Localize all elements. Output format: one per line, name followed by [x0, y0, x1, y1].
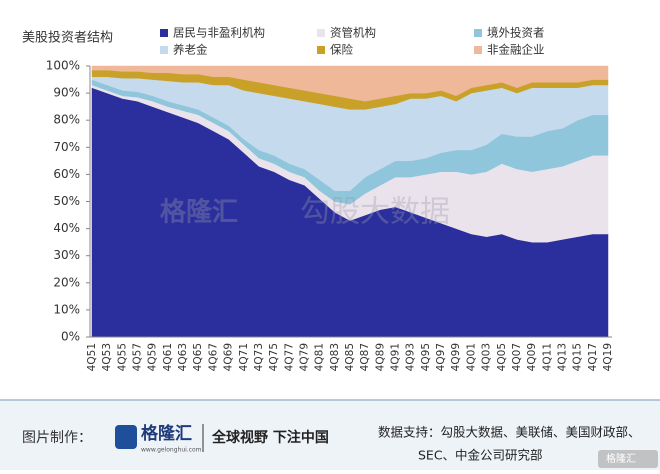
- watermark-logo: 格隆汇: [160, 197, 238, 228]
- legend-label: 养老金: [173, 43, 208, 57]
- x-tick-label: 4Q51: [86, 343, 98, 371]
- x-tick-label: 4Q79: [299, 343, 311, 371]
- legend-label: 保险: [330, 43, 353, 57]
- x-tick-label: 4Q81: [314, 343, 326, 371]
- x-tick-label: 4Q19: [602, 343, 614, 371]
- x-tick-label: 4Q67: [207, 343, 219, 371]
- x-tick-label: 4Q59: [147, 343, 159, 371]
- x-tick-label: 4Q85: [344, 343, 356, 371]
- legend-label: 非金融企业: [487, 43, 545, 57]
- y-tick-label: 90%: [53, 86, 80, 100]
- source-line: 数据支持：勾股大数据、美联储、美国财政部、: [378, 425, 641, 440]
- plot-area: 0%10%20%30%40%50%60%70%80%90%100%4Q51 4Q5…: [46, 26, 614, 372]
- y-tick-label: 10%: [53, 302, 80, 316]
- x-tick-label: 4Q99: [450, 343, 462, 371]
- legend-swatch: [474, 46, 482, 54]
- source-line: SEC、中金公司研究部: [418, 448, 543, 463]
- legend-swatch: [160, 29, 168, 37]
- x-tick-label: 4Q83: [329, 343, 341, 371]
- x-tick-label: 4Q17: [587, 343, 599, 371]
- y-tick-label: 80%: [53, 113, 80, 127]
- legend-swatch: [160, 46, 168, 54]
- y-tick-label: 70%: [53, 140, 80, 154]
- x-tick-label: 4Q75: [268, 343, 280, 371]
- x-tick-label: 4Q53: [101, 343, 113, 371]
- legend-swatch: [317, 46, 325, 54]
- y-tick-label: 0%: [61, 330, 80, 344]
- x-tick-label: 4Q89: [374, 343, 386, 371]
- x-tick-label: 4Q95: [420, 343, 432, 371]
- footer: 图片制作： 格隆汇 www.gelonghui.com 全球视野 下注中国 数据…: [0, 399, 660, 470]
- y-tick-label: 30%: [53, 248, 80, 262]
- made-by: 图片制作：: [22, 430, 92, 446]
- badge-background: [598, 450, 658, 468]
- x-tick-label: 4Q97: [435, 343, 447, 371]
- x-tick-label: 4Q05: [496, 343, 508, 371]
- legend-label: 居民与非盈利机构: [173, 26, 265, 40]
- x-tick-label: 4Q69: [223, 343, 235, 371]
- x-tick-label: 4Q11: [541, 343, 553, 371]
- x-tick-label: 4Q61: [162, 343, 174, 371]
- legend-swatch: [317, 29, 325, 37]
- x-tick-label: 4Q73: [253, 343, 265, 371]
- area: [91, 65, 609, 102]
- y-tick-label: 20%: [53, 275, 80, 289]
- x-tick-label: 4Q93: [405, 343, 417, 371]
- brand-url: www.gelonghui.com: [141, 447, 202, 454]
- x-tick-label: 4Q13: [557, 343, 569, 371]
- x-tick-label: 4Q91: [390, 343, 402, 371]
- y-tick-label: 50%: [53, 194, 80, 208]
- x-tick-label: 4Q03: [481, 343, 493, 371]
- x-tick-label: 4Q65: [192, 343, 204, 371]
- overlay: 美股投资者结构 格隆汇 勾股大数据: [22, 30, 450, 230]
- watermark-text: 勾股大数据: [300, 195, 450, 230]
- x-tick-label: 4Q15: [572, 343, 584, 371]
- x-tick-label: 4Q87: [359, 343, 371, 371]
- x-tick-label: 4Q09: [526, 343, 538, 371]
- brand-icon: [115, 425, 137, 449]
- y-tick-label: 60%: [53, 167, 80, 181]
- x-tick-label: 4Q71: [238, 343, 250, 371]
- x-tick-label: 4Q77: [283, 343, 295, 371]
- badge: 格隆汇: [606, 452, 636, 465]
- legend-swatch: [474, 29, 482, 37]
- x-tick-label: 4Q07: [511, 343, 523, 371]
- x-tick-label: 4Q63: [177, 343, 189, 371]
- x-tick-label: 4Q01: [465, 343, 477, 371]
- y-tick-label: 100%: [46, 59, 80, 73]
- x-tick-label: 4Q55: [116, 343, 128, 371]
- slogan: 全球视野 下注中国: [211, 429, 329, 446]
- legend-label: 资管机构: [330, 26, 376, 40]
- legend-label: 境外投资者: [487, 26, 545, 40]
- chart-title: 美股投资者结构: [22, 30, 113, 46]
- y-tick-label: 40%: [53, 221, 80, 235]
- x-tick-label: 4Q57: [132, 343, 144, 371]
- footer-background: [0, 400, 660, 470]
- brand: 格隆汇: [141, 423, 192, 444]
